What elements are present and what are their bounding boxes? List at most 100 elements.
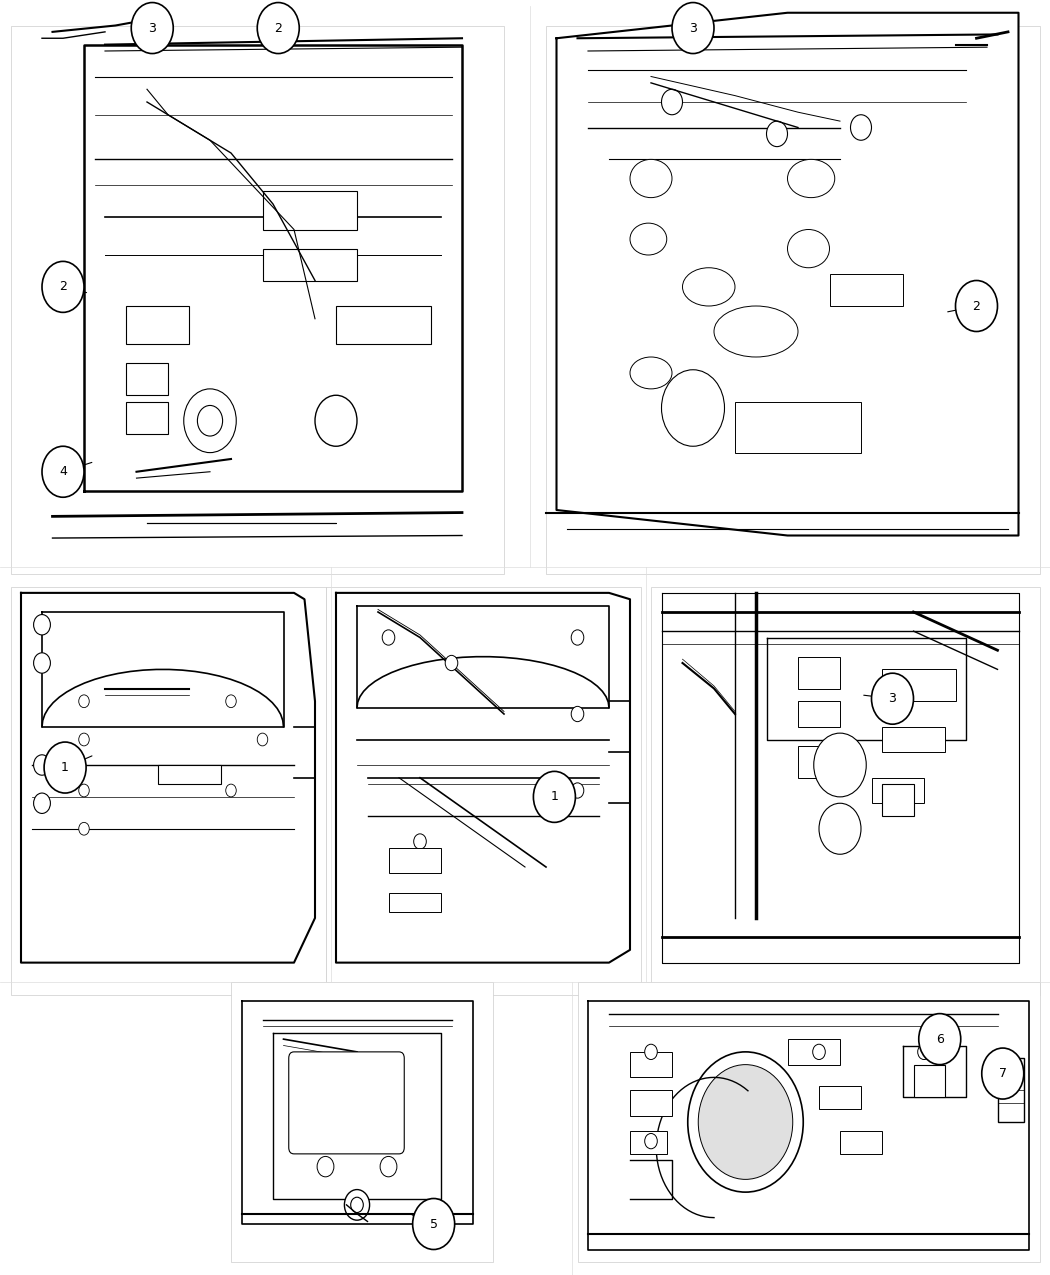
- Bar: [262, 249, 357, 280]
- Circle shape: [315, 395, 357, 446]
- Text: 2: 2: [972, 300, 981, 312]
- Bar: [798, 746, 850, 778]
- Ellipse shape: [630, 223, 667, 255]
- Circle shape: [872, 673, 914, 724]
- Circle shape: [571, 783, 584, 798]
- Circle shape: [44, 742, 86, 793]
- Polygon shape: [588, 1001, 1029, 1250]
- Ellipse shape: [630, 357, 672, 389]
- Circle shape: [414, 834, 426, 849]
- Bar: [546, 26, 1040, 574]
- Circle shape: [34, 615, 50, 635]
- Bar: [882, 669, 956, 701]
- Bar: [231, 982, 493, 1262]
- Circle shape: [257, 733, 268, 746]
- Polygon shape: [336, 593, 630, 963]
- Polygon shape: [21, 593, 315, 963]
- Circle shape: [662, 370, 724, 446]
- Circle shape: [688, 1052, 803, 1192]
- Text: 1: 1: [61, 761, 69, 774]
- Bar: [126, 402, 168, 434]
- Polygon shape: [556, 13, 1018, 536]
- Circle shape: [814, 733, 866, 797]
- Circle shape: [34, 755, 50, 775]
- Circle shape: [850, 115, 871, 140]
- Bar: [651, 586, 1040, 994]
- Ellipse shape: [714, 306, 798, 357]
- Circle shape: [42, 261, 84, 312]
- Bar: [840, 1131, 882, 1154]
- Bar: [882, 727, 945, 752]
- Ellipse shape: [630, 159, 672, 198]
- Bar: [126, 306, 189, 344]
- Text: 2: 2: [59, 280, 67, 293]
- Circle shape: [344, 1190, 370, 1220]
- Circle shape: [982, 1048, 1024, 1099]
- Circle shape: [79, 695, 89, 708]
- Bar: [998, 1058, 1024, 1122]
- Ellipse shape: [788, 230, 830, 268]
- Bar: [388, 892, 441, 912]
- Bar: [819, 1086, 861, 1109]
- Ellipse shape: [788, 159, 835, 198]
- Bar: [798, 657, 840, 688]
- Text: 5: 5: [429, 1218, 438, 1230]
- Bar: [872, 778, 924, 803]
- Circle shape: [79, 784, 89, 797]
- Bar: [830, 274, 903, 306]
- Circle shape: [645, 1133, 657, 1149]
- Circle shape: [813, 1044, 825, 1060]
- Circle shape: [34, 793, 50, 813]
- Bar: [126, 363, 168, 395]
- Circle shape: [382, 630, 395, 645]
- Bar: [10, 26, 504, 574]
- Bar: [10, 586, 326, 994]
- Circle shape: [131, 3, 173, 54]
- Bar: [262, 191, 357, 230]
- Circle shape: [766, 121, 788, 147]
- Circle shape: [919, 1014, 961, 1065]
- Text: 3: 3: [888, 692, 897, 705]
- Circle shape: [226, 695, 236, 708]
- Polygon shape: [662, 593, 1018, 963]
- Bar: [578, 982, 1040, 1262]
- FancyBboxPatch shape: [289, 1052, 404, 1154]
- Circle shape: [672, 3, 714, 54]
- Bar: [336, 306, 430, 344]
- Text: 3: 3: [148, 22, 156, 34]
- Circle shape: [571, 706, 584, 722]
- Circle shape: [819, 803, 861, 854]
- Circle shape: [79, 822, 89, 835]
- Text: 7: 7: [999, 1067, 1007, 1080]
- Bar: [735, 402, 861, 453]
- Text: 1: 1: [550, 790, 559, 803]
- Circle shape: [956, 280, 997, 332]
- Ellipse shape: [682, 268, 735, 306]
- Circle shape: [445, 655, 458, 671]
- Bar: [882, 784, 914, 816]
- Circle shape: [34, 653, 50, 673]
- Circle shape: [226, 784, 236, 797]
- Circle shape: [257, 3, 299, 54]
- Bar: [630, 1052, 672, 1077]
- Circle shape: [571, 630, 584, 645]
- Circle shape: [184, 389, 236, 453]
- Text: 2: 2: [274, 22, 282, 34]
- Text: 4: 4: [59, 465, 67, 478]
- Circle shape: [380, 1156, 397, 1177]
- Circle shape: [533, 771, 575, 822]
- Bar: [158, 765, 220, 784]
- Bar: [326, 586, 640, 994]
- Bar: [788, 1039, 840, 1065]
- Circle shape: [662, 89, 682, 115]
- Circle shape: [351, 1197, 363, 1213]
- Circle shape: [79, 733, 89, 746]
- Circle shape: [645, 1044, 657, 1060]
- Bar: [798, 701, 840, 727]
- Text: 3: 3: [689, 22, 697, 34]
- Circle shape: [413, 1198, 455, 1250]
- Polygon shape: [242, 1001, 472, 1224]
- Bar: [914, 1065, 945, 1096]
- Circle shape: [698, 1065, 793, 1179]
- Circle shape: [42, 446, 84, 497]
